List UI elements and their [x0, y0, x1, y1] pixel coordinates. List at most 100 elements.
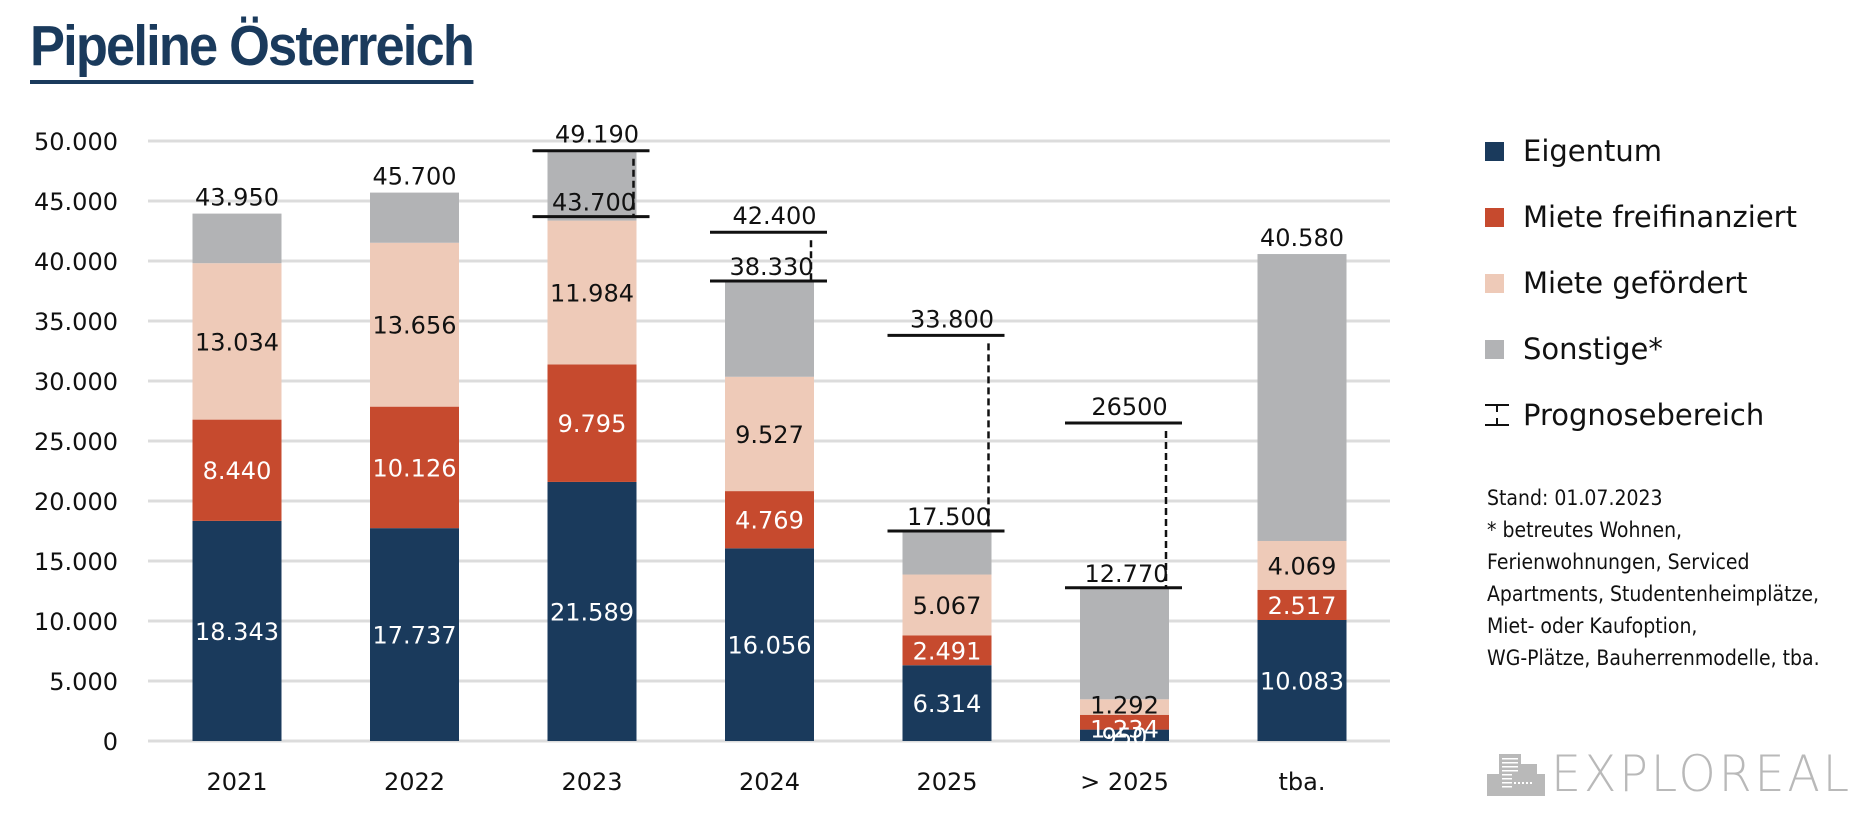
- y-tick-label: 5.000: [49, 668, 118, 696]
- segment-value-label: 11.984: [550, 279, 634, 307]
- forecast-high-label: 49.190: [555, 121, 639, 149]
- bar-segment-eigentum: [370, 528, 459, 741]
- legend-item-miete-freifinanziert: Miete freifinanziert: [1485, 184, 1797, 250]
- legend-label: Sonstige*: [1523, 332, 1663, 366]
- bar-segment-miete-freifinanziert: [547, 364, 637, 482]
- legend-label: Miete freifinanziert: [1523, 200, 1797, 234]
- segment-value-label: 8.440: [203, 457, 272, 485]
- y-tick-label: 35.000: [34, 308, 118, 336]
- bar-segment-sonstige: [902, 531, 992, 575]
- grid-lines: [148, 139, 1390, 743]
- legend-swatch-icon: [1485, 339, 1504, 359]
- bar-segment-miete-gef-rdert: [370, 242, 459, 407]
- bar-segment-eigentum: [1080, 729, 1169, 741]
- forecast-low-label: 38.330: [730, 253, 814, 281]
- bar-segment-miete-gef-rdert: [1080, 699, 1169, 715]
- forecast-low-label: 43.700: [552, 189, 636, 217]
- bar-segment-miete-freifinanziert: [192, 419, 282, 521]
- bar-segment-miete-freifinanziert: [725, 491, 814, 549]
- total-label: 43.950: [195, 184, 279, 212]
- segment-value-label: 4.069: [1268, 552, 1337, 580]
- building-icon: [1487, 754, 1545, 796]
- total-label: 40.580: [1260, 224, 1344, 252]
- y-tick-label: 45.000: [34, 188, 118, 216]
- segment-value-label: 9.527: [735, 421, 804, 449]
- y-tick-label: 50.000: [34, 128, 118, 156]
- footnote: Stand: 01.07.2023 * betreutes Wohnen, Fe…: [1487, 486, 1820, 670]
- bar-segment-eigentum: [1257, 620, 1347, 741]
- x-tick-label: 2021: [206, 768, 267, 796]
- segment-value-label: 2.517: [1268, 592, 1337, 620]
- x-axis: 2021 2022 2023 2024 2025 > 2025 tba.: [206, 768, 1325, 796]
- segment-value-label: 10.083: [1260, 668, 1344, 696]
- legend: Eigentum Miete freifinanziert Miete gefö…: [1485, 118, 1797, 448]
- bar-segment-sonstige: [725, 281, 814, 377]
- y-tick-label: 10.000: [34, 608, 118, 636]
- forecast-high-label: 42.400: [733, 202, 817, 230]
- bars: [192, 150, 1347, 741]
- segment-value-label: 18.343: [195, 618, 279, 646]
- segment-value-label: 13.656: [373, 312, 457, 340]
- segment-value-label: 21.589: [550, 598, 634, 626]
- x-tick-label: 2022: [384, 768, 445, 796]
- y-tick-label: 30.000: [34, 368, 118, 396]
- bar-segment-sonstige: [370, 192, 459, 243]
- bar-segment-eigentum: [725, 548, 814, 741]
- x-tick-label: 2023: [561, 768, 622, 796]
- legend-swatch-icon: [1485, 207, 1504, 227]
- x-tick-label: 2024: [739, 768, 800, 796]
- y-axis: 0 5.000 10.000 15.000 20.000 25.000 30.000 35.0…: [34, 128, 118, 756]
- logo: EXPLOREAL: [1487, 745, 1864, 803]
- bar-segment-sonstige: [547, 150, 637, 221]
- bar-segment-eigentum: [547, 481, 637, 741]
- forecast-high-label: 33.800: [910, 305, 994, 333]
- bar-segment-miete-gef-rdert: [1257, 540, 1347, 590]
- bar-segment-eigentum: [902, 665, 992, 741]
- legend-item-miete-gefoerdert: Miete gefördert: [1485, 250, 1797, 316]
- y-tick-label: 40.000: [34, 248, 118, 276]
- forecast-low-label: 17.500: [907, 503, 991, 531]
- y-tick-label: 15.000: [34, 548, 118, 576]
- bar-segment-miete-freifinanziert: [1080, 714, 1169, 730]
- logo-text: EXPLOREAL: [1551, 745, 1852, 803]
- bar-segment-miete-gef-rdert: [725, 376, 814, 492]
- segment-value-label: 5.067: [913, 592, 982, 620]
- bar-segment-miete-freifinanziert: [902, 635, 992, 666]
- segment-value-label: 6.314: [913, 690, 982, 718]
- bar-segment-sonstige: [1080, 587, 1169, 700]
- legend-label: Prognosebereich: [1523, 398, 1765, 432]
- segment-value-label: 16.056: [728, 632, 812, 660]
- bar-segment-miete-gef-rdert: [902, 574, 992, 636]
- range-bracket-icon: [1485, 402, 1509, 428]
- segment-value-label: 2.491: [913, 637, 982, 665]
- segment-value-label: 13.034: [195, 328, 279, 356]
- y-tick-label: 25.000: [34, 428, 118, 456]
- segment-value-label: 1.234: [1090, 716, 1159, 744]
- forecast-low-label: 12.770: [1085, 560, 1169, 588]
- bar-segment-miete-gef-rdert: [192, 263, 282, 420]
- page-title: Pipeline Österreich: [30, 14, 475, 84]
- segment-labels: 18.343 8.440 13.034 43.950 17.737 10.126 13.65…: [195, 163, 1344, 751]
- legend-label: Eigentum: [1523, 134, 1663, 168]
- bar-segment-sonstige: [192, 213, 282, 264]
- forecast-ranges: 49.190 43.700 42.400 38.330 33.800 17.500 2650…: [532, 121, 1182, 590]
- bar-segment-miete-gef-rdert: [547, 220, 637, 365]
- x-tick-label: tba.: [1279, 768, 1326, 796]
- x-tick-label: 2025: [916, 768, 977, 796]
- total-label: 45.700: [373, 163, 457, 191]
- bar-segment-eigentum: [192, 520, 282, 741]
- segment-value-label: 17.737: [373, 622, 457, 650]
- legend-swatch-icon: [1485, 141, 1504, 161]
- bar-segment-sonstige: [1257, 254, 1347, 541]
- legend-item-prognosebereich: Prognosebereich: [1485, 382, 1797, 448]
- y-tick-label: 20.000: [34, 488, 118, 516]
- segment-value-label: 9.795: [558, 410, 627, 438]
- segment-value-label: 1.292: [1090, 691, 1159, 719]
- segment-value-label: 10.126: [373, 454, 457, 482]
- forecast-high-label: 26500: [1091, 393, 1167, 421]
- segment-value-label: 4.769: [735, 507, 804, 535]
- legend-swatch-icon: [1485, 273, 1504, 293]
- legend-item-sonstige: Sonstige*: [1485, 316, 1797, 382]
- legend-item-eigentum: Eigentum: [1485, 118, 1797, 184]
